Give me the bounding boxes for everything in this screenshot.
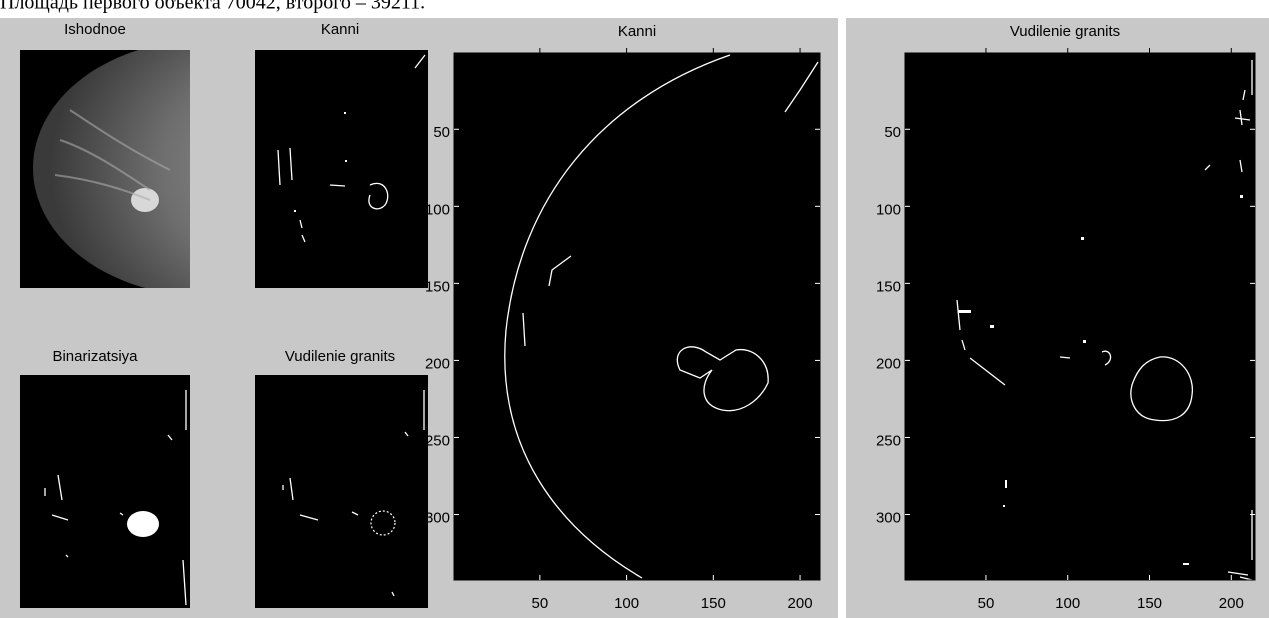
y-tick-label: 50 — [433, 124, 450, 141]
y-tick-label: 250 — [425, 432, 450, 449]
binary-image — [20, 375, 190, 608]
subplot-title: Binarizatsiya — [52, 348, 138, 365]
x-tick-label: 150 — [701, 595, 726, 612]
y-tick-label: 150 — [876, 278, 901, 295]
y-tick-label: 150 — [425, 278, 450, 295]
y-tick-label: 200 — [425, 355, 450, 372]
subplot-title: Kanni — [321, 21, 359, 38]
y-tick-label: 50 — [884, 124, 901, 141]
subplot-title: Ishodnoe — [64, 21, 126, 38]
y-tick-label: 300 — [425, 509, 450, 526]
subplot-title: Vudilenie granits — [285, 348, 395, 365]
x-tick-label: 150 — [1137, 595, 1162, 612]
axes-title: Vudilenie granits — [1010, 23, 1120, 40]
x-tick-label: 50 — [978, 595, 995, 612]
y-tick-label: 250 — [876, 432, 901, 449]
axes — [905, 53, 1255, 580]
x-tick-label: 100 — [1055, 595, 1080, 612]
screenshot: Площадь первого объекта 70042, второго –… — [0, 0, 1269, 618]
edge-image-small — [255, 50, 428, 288]
y-tick-label: 200 — [876, 355, 901, 372]
x-tick-label: 200 — [788, 595, 813, 612]
axes-title: Kanni — [618, 23, 656, 40]
x-tick-label: 200 — [1219, 595, 1244, 612]
border-image-small — [255, 375, 428, 608]
y-tick-label: 300 — [876, 509, 901, 526]
y-tick-label: 100 — [425, 201, 450, 218]
x-tick-label: 100 — [614, 595, 639, 612]
axes — [454, 53, 820, 580]
header-text: Площадь первого объекта 70042, второго –… — [0, 0, 425, 14]
y-tick-label: 100 — [876, 201, 901, 218]
x-tick-label: 50 — [532, 595, 549, 612]
